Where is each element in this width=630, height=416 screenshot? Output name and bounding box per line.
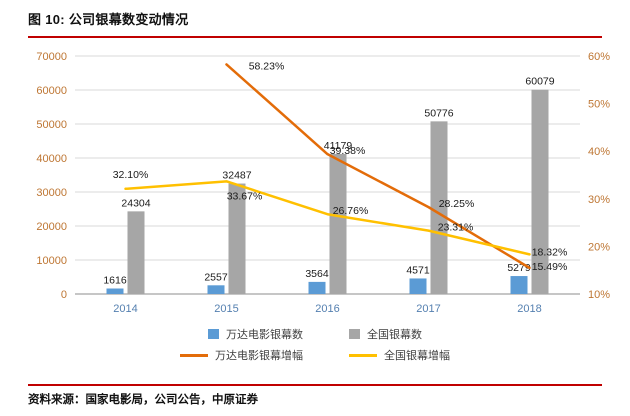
legend-label: 万达电影银幕增幅	[215, 350, 303, 362]
left-axis-tick-label: 70000	[36, 51, 67, 63]
bar-data-label: 4571	[406, 264, 430, 276]
bottom-divider	[28, 384, 602, 386]
legend-line-swatch	[180, 353, 208, 357]
right-axis-tick-label: 40%	[588, 146, 610, 158]
left-axis-tick-label: 50000	[36, 119, 67, 131]
bar-0	[409, 278, 427, 294]
source-text: 资料来源：国家电影局，公司公告，中原证券	[28, 394, 258, 406]
figure-footer: 资料来源：国家电影局，公司公告，中原证券	[28, 391, 258, 407]
figure-title: 图 10: 公司银幕数变动情况	[28, 12, 189, 27]
right-axis-tick-label: 30%	[588, 194, 610, 206]
line-data-label: 28.25%	[439, 198, 475, 210]
legend-label: 全国银幕数	[367, 329, 422, 341]
bar-data-label: 50776	[424, 107, 453, 119]
right-axis-tick-label: 60%	[588, 51, 610, 63]
left-axis-tick-label: 0	[61, 289, 67, 301]
chart-canvas: 0 10000 20000 30000 40000 50000 60000 70000 10% 2…	[36, 51, 610, 315]
bar-1	[329, 153, 347, 294]
line-1	[124, 180, 531, 256]
line-data-label: 15.49%	[532, 261, 568, 273]
legend-item: 万达电影银幕数	[208, 326, 303, 342]
legend-square-swatch	[349, 329, 360, 339]
line-data-label: 33.67%	[227, 190, 263, 202]
line-data-label: 39.38%	[330, 145, 366, 157]
bar-data-label: 41179	[324, 140, 353, 152]
left-axis-tick-label: 10000	[36, 255, 67, 267]
line-data-label: 32.10%	[113, 169, 149, 181]
bar-data-label: 60079	[525, 76, 554, 88]
x-axis-category-label: 2016	[315, 303, 339, 315]
bar-1	[531, 89, 549, 294]
bar-data-label: 2557	[204, 271, 228, 283]
bar-0	[510, 276, 528, 294]
line-data-label: 26.76%	[333, 205, 369, 217]
line-data-label: 23.31%	[438, 222, 474, 234]
x-axis-category-label: 2015	[214, 303, 238, 315]
legend-item: 全国银幕数	[349, 326, 422, 342]
bar-data-label: 24304	[121, 197, 150, 209]
legend-label: 万达电影银幕数	[226, 329, 303, 341]
left-axis-tick-label: 20000	[36, 221, 67, 233]
bar-data-label: 5279	[507, 262, 531, 274]
legend-row: 万达电影银幕数 全国银幕数	[208, 326, 422, 342]
bar-data-label: 1616	[103, 275, 127, 287]
bar-data-label: 3564	[305, 268, 329, 280]
chart-legend: 万达电影银幕数 全国银幕数万达电影银幕增幅 全国银幕增幅	[0, 326, 630, 363]
bar-1	[127, 211, 145, 294]
right-axis-tick-label: 50%	[588, 99, 610, 111]
x-axis-category-label: 2014	[113, 303, 137, 315]
legend-label: 全国银幕增幅	[384, 350, 450, 362]
bar-data-label: 32487	[222, 170, 251, 182]
legend-item: 万达电影银幕增幅	[180, 347, 303, 363]
x-axis-category-label: 2017	[416, 303, 440, 315]
figure-header: 图 10: 公司银幕数变动情况	[0, 0, 630, 29]
legend-row: 万达电影银幕增幅 全国银幕增幅	[180, 347, 450, 363]
left-axis-tick-label: 30000	[36, 187, 67, 199]
bar-0	[308, 281, 326, 294]
right-axis-tick-label: 10%	[588, 289, 610, 301]
bar-0	[106, 288, 124, 294]
legend-square-swatch	[208, 329, 219, 339]
legend-line-swatch	[349, 353, 377, 357]
top-divider	[28, 36, 602, 38]
line-data-label: 18.32%	[532, 246, 568, 258]
x-axis-category-label: 2018	[517, 303, 541, 315]
line-0	[225, 63, 531, 270]
bar-0	[207, 285, 225, 294]
line-data-label: 58.23%	[249, 60, 285, 72]
legend-item: 全国银幕增幅	[349, 347, 450, 363]
bar-1	[228, 183, 246, 294]
right-axis-tick-label: 20%	[588, 241, 610, 253]
left-axis-tick-label: 60000	[36, 85, 67, 97]
left-axis-tick-label: 40000	[36, 153, 67, 165]
bar-1	[430, 121, 448, 294]
